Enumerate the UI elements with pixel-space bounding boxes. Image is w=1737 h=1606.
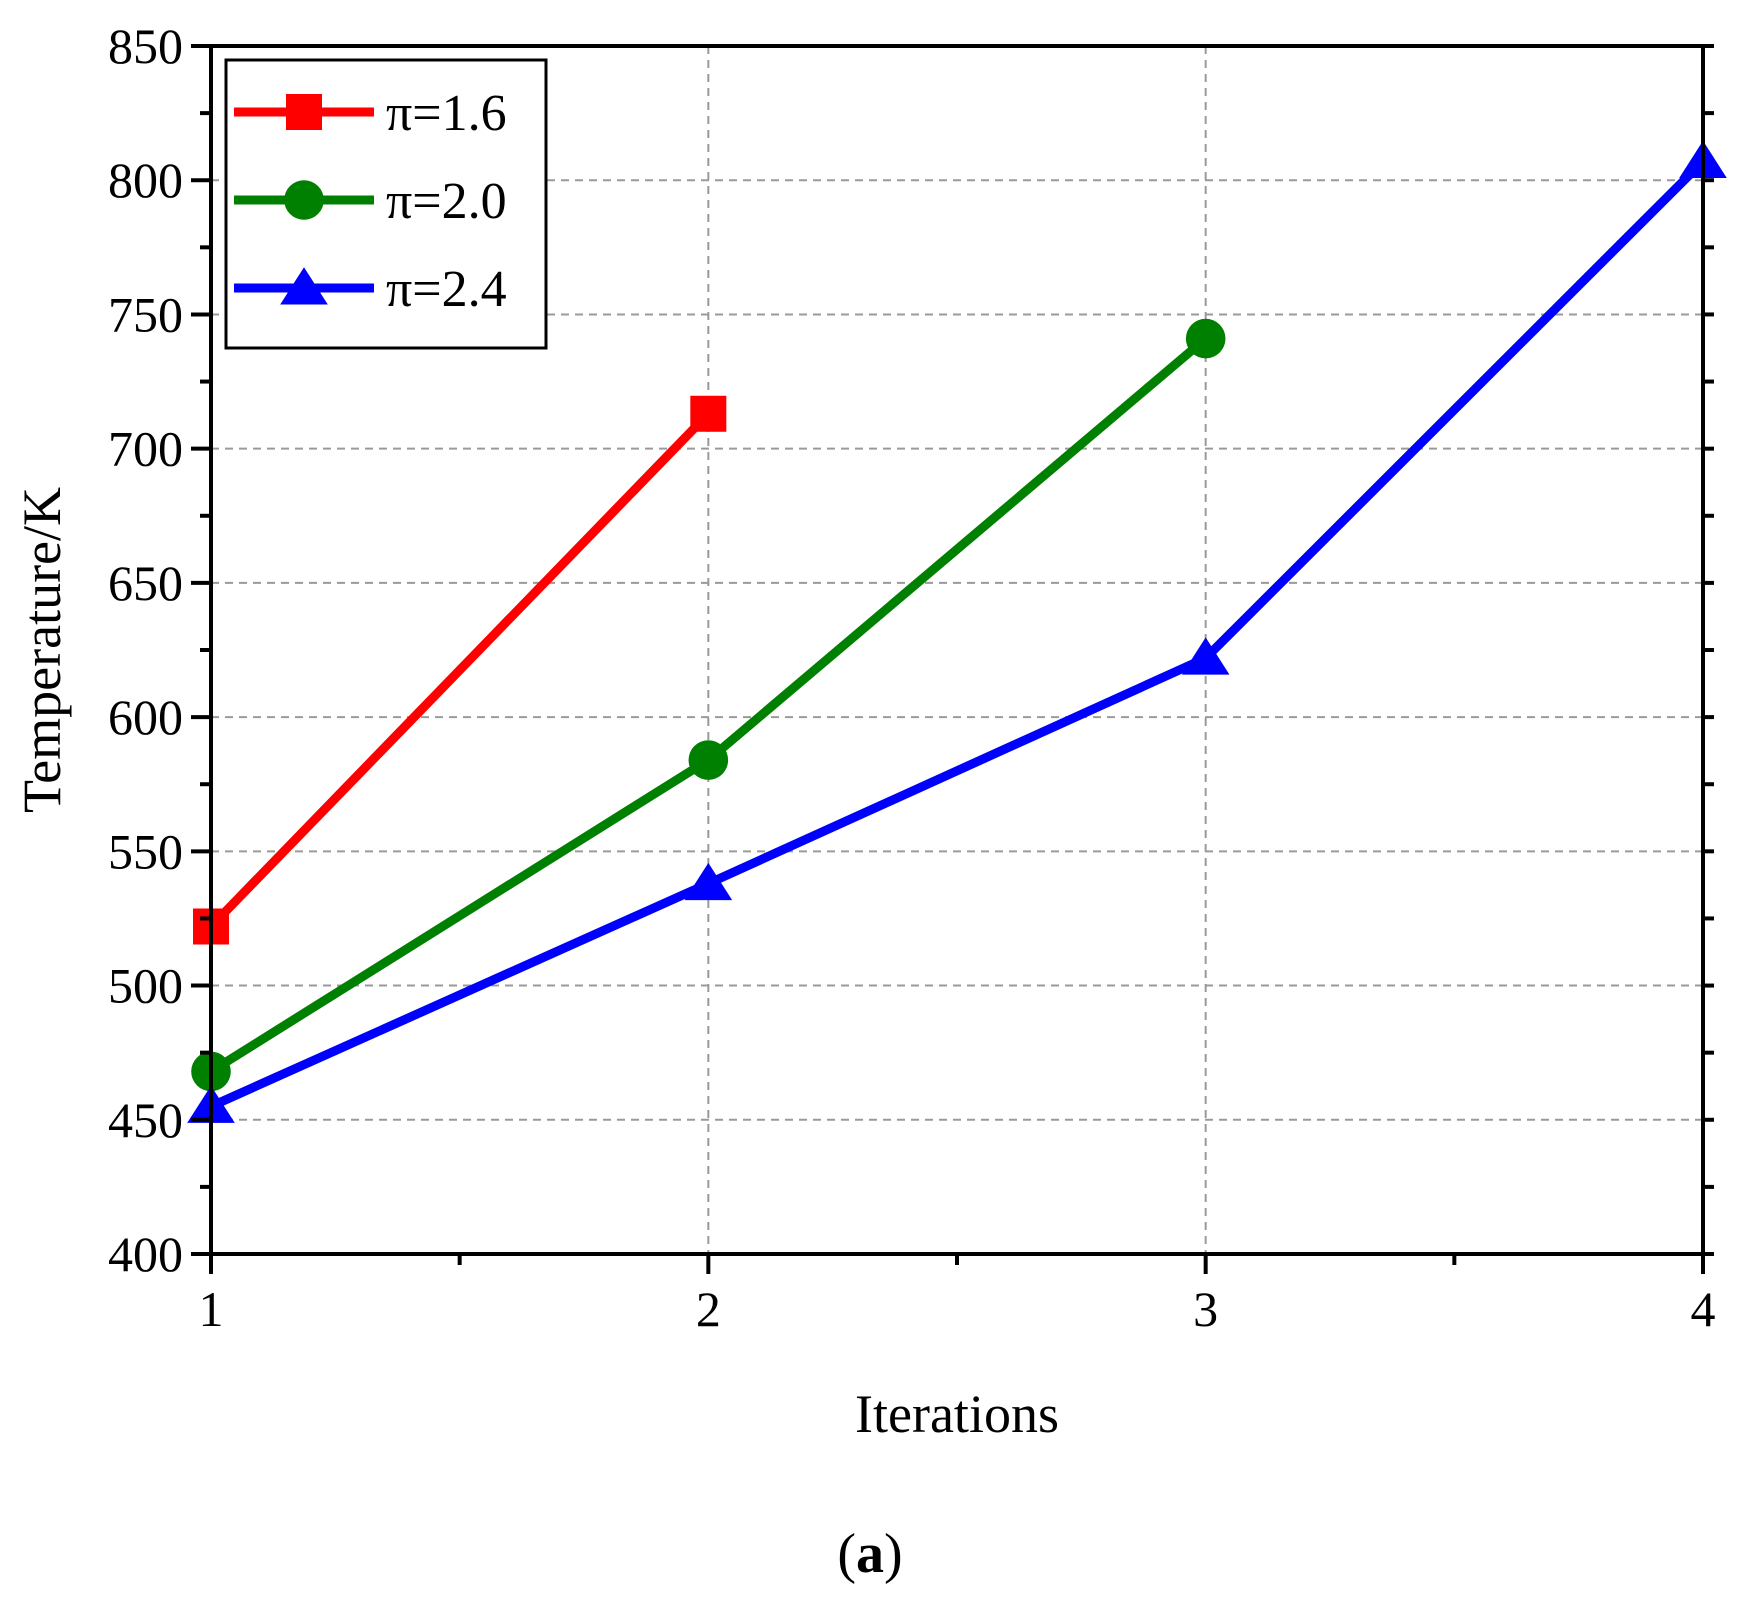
- y-tick-label: 650: [108, 555, 183, 611]
- figure-caption: (a): [837, 1523, 902, 1585]
- legend-item: π=1.6: [234, 85, 507, 142]
- series-1: [193, 395, 727, 945]
- caption-close: ): [884, 1523, 903, 1585]
- y-tick-label: 850: [108, 18, 183, 74]
- y-tick-label: 600: [108, 689, 183, 745]
- data-point-circle: [1185, 318, 1226, 359]
- data-point-square: [286, 94, 322, 130]
- series-line: [209, 158, 1707, 1111]
- data-point-triangle: [684, 862, 733, 901]
- y-tick-label: 750: [108, 286, 183, 342]
- x-tick-label: 3: [1193, 1281, 1218, 1337]
- series-layer: [187, 140, 1727, 1123]
- series-2: [191, 318, 1226, 1092]
- legend-label: π=2.0: [386, 173, 507, 230]
- caption-letter: a: [856, 1523, 884, 1585]
- y-tick-label: 450: [108, 1092, 183, 1148]
- x-tick-label: 1: [199, 1281, 224, 1337]
- legend-label: π=2.4: [386, 261, 507, 318]
- data-point-triangle: [1181, 637, 1230, 675]
- data-point-triangle: [280, 267, 328, 305]
- legend-item: π=2.4: [234, 261, 507, 318]
- y-tick-label: 700: [108, 421, 183, 477]
- y-tick-label: 500: [108, 958, 183, 1014]
- x-axis-title: Iterations: [855, 1384, 1059, 1444]
- series-line: [207, 410, 712, 930]
- y-axis-title: Temperature/K: [12, 487, 72, 813]
- y-tick-label: 550: [108, 823, 183, 879]
- data-point-circle: [284, 180, 324, 220]
- data-point-circle: [688, 740, 729, 780]
- y-tick-label: 800: [108, 152, 183, 208]
- legend-label: π=1.6: [386, 85, 507, 142]
- y-tick-label: 400: [108, 1226, 183, 1282]
- data-point-square: [690, 395, 727, 432]
- caption-open: (: [837, 1523, 856, 1585]
- legend-item: π=2.0: [234, 173, 507, 230]
- x-tick-label: 2: [696, 1281, 721, 1337]
- axis-ticks: [191, 44, 1714, 1274]
- legend: π=1.6 π=2.0 π=2.4: [224, 58, 548, 350]
- x-tick-label: 4: [1691, 1281, 1716, 1337]
- tick-labels: 1 2 3 4 400 450 500 550 600 650 700 750 800 850: [108, 18, 1716, 1337]
